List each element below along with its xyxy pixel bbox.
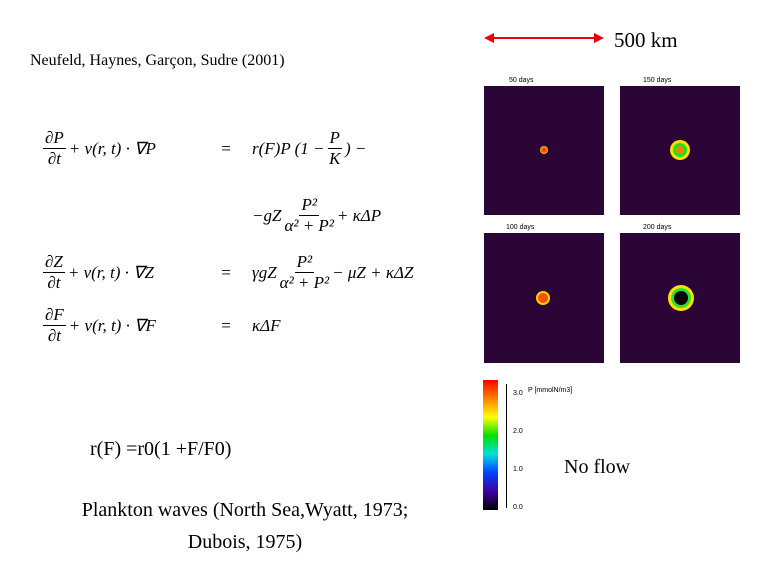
equation-row: ∂Z ∂t + v(r, t) · ∇Z = γgZ P² α² + P² − μZ + … (40, 252, 413, 293)
caption: Plankton waves (North Sea,Wyatt, 1973; D… (0, 494, 490, 558)
colorbar-tick: 1.0 (513, 466, 523, 473)
note: No flow (564, 456, 631, 478)
equation-row: ∂F ∂t + v(r, t) · ∇F = κΔF (40, 305, 281, 346)
panel-label: 150 days (643, 77, 672, 84)
equation-lhs: ∂P ∂t + v(r, t) · ∇P (40, 128, 200, 169)
math-text: γgZ (252, 262, 277, 282)
equation-row: ∂P ∂t + v(r, t) · ∇P = r(F)P (1 − P K) − (40, 128, 366, 169)
equation-relation: = (221, 315, 231, 335)
colorbar-title: P [mmolN/m3] (528, 387, 573, 394)
equation-relation: = (221, 262, 231, 282)
fraction: ∂F ∂t (43, 305, 66, 346)
math-text: + κΔP (336, 205, 382, 225)
numerator: ∂P (43, 128, 66, 149)
math-text: r(F)P (1 − (252, 138, 325, 158)
caption-line: Dubois, 1975) (187, 531, 303, 553)
numerator: ∂Z (43, 252, 65, 273)
colorbar-axis (506, 384, 511, 508)
math-text: κΔF (252, 315, 281, 335)
denominator: ∂t (47, 149, 61, 168)
scale-label: 500 km (614, 28, 678, 52)
denominator: ∂t (47, 273, 61, 292)
colorbar-tick: 2.0 (513, 428, 523, 435)
math-text: + v(r, t) · ∇Z (67, 262, 154, 282)
fraction: ∂P ∂t (43, 128, 66, 169)
colorbar-tick: 3.0 (513, 390, 523, 397)
math-text: ) − (344, 138, 367, 158)
equation-lhs: ∂Z ∂t + v(r, t) · ∇Z (40, 252, 200, 293)
denominator: K (329, 149, 341, 168)
math-text: + v(r, t) · ∇P (68, 138, 156, 158)
equation-rhs: −gZ P² α² + P² + κΔP (252, 195, 381, 236)
equation-relation: = (221, 138, 231, 158)
fraction: ∂Z ∂t (43, 252, 65, 293)
equation-rhs: r(F)P (1 − P K) − (252, 128, 366, 169)
colorbar (483, 380, 498, 510)
panels (484, 86, 740, 363)
numerator: P² (294, 252, 315, 273)
denominator: α² + P² (279, 273, 330, 292)
equation-lhs: ∂F ∂t + v(r, t) · ∇F (40, 305, 200, 346)
math-text: −gZ (252, 205, 282, 225)
math-text: + v(r, t) · ∇F (68, 315, 156, 335)
equation-row: −gZ P² α² + P² + κΔP (40, 195, 381, 236)
equation-rhs: κΔF (252, 316, 281, 336)
scale-arrow (484, 33, 604, 43)
numerator: P (327, 128, 342, 149)
citation: Neufeld, Haynes, Garçon, Sudre (2001) (30, 52, 285, 69)
panel-label: 100 days (506, 224, 535, 231)
equation-rhs: γgZ P² α² + P² − μZ + κΔZ (252, 252, 413, 293)
caption-line: Plankton waves (North Sea,Wyatt, 1973; (81, 499, 409, 521)
numerator: ∂F (43, 305, 66, 326)
denominator: α² + P² (284, 216, 334, 235)
growth-formula: r(F) =r0(1 +F/F0) (90, 438, 232, 460)
fraction: P² α² + P² (280, 252, 329, 293)
numerator: P² (299, 195, 319, 216)
fraction: P² α² + P² (284, 195, 333, 236)
denominator: ∂t (47, 326, 61, 345)
panel-label: 50 days (509, 77, 534, 84)
math-text: − μZ + κΔZ (332, 262, 414, 282)
panel-label: 200 days (643, 224, 672, 231)
colorbar-tick: 0.0 (513, 504, 523, 511)
